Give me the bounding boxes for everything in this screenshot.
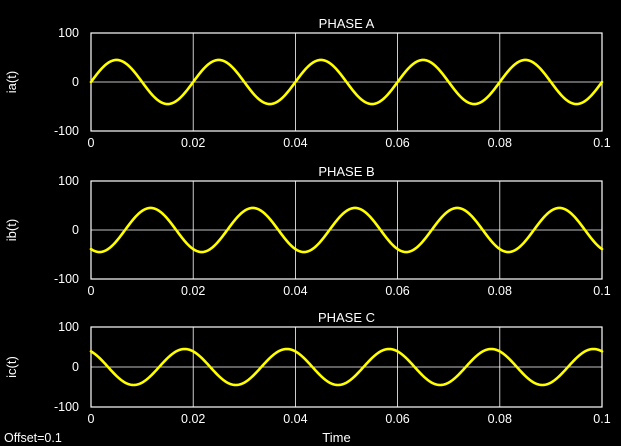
panel-title: PHASE A [319, 16, 375, 31]
panel-2: 0 0.02 0.04 0.06 0.08 0.1 -100 0 100 PHASE B ib(t) [4, 164, 611, 298]
panel-3: 0 0.02 0.04 0.06 0.08 0.1 -100 0 100 PHASE C ic(t)… [4, 310, 611, 445]
x-tick-label: 0.04 [283, 284, 307, 298]
y-tick-label: 100 [58, 174, 79, 188]
y-tick-label: -100 [54, 272, 79, 286]
y-axis-label: ic(t) [4, 356, 19, 378]
y-tick-label: 0 [72, 360, 79, 374]
x-tick-label: 0.08 [488, 412, 512, 426]
y-tick-label: -100 [54, 400, 79, 414]
x-tick-label: 0.08 [488, 136, 512, 150]
y-tick-label: 0 [72, 75, 79, 89]
x-tick-label: 0 [88, 284, 95, 298]
scope-panels: 0 0.02 0.04 0.06 0.08 0.1 -100 0 100 PHASE A ia(t)… [4, 16, 611, 445]
x-tick-label: 0.1 [593, 412, 610, 426]
x-tick-label: 0.06 [385, 412, 409, 426]
y-axis-label: ib(t) [4, 219, 19, 241]
x-tick-label: 0.02 [181, 412, 205, 426]
series-line [89, 347, 604, 387]
x-tick-label: 0.06 [385, 136, 409, 150]
x-tick-label: 0.02 [181, 136, 205, 150]
x-tick-label: 0.08 [488, 284, 512, 298]
x-tick-label: 0 [88, 136, 95, 150]
x-tick-label: 0.1 [593, 136, 610, 150]
panel-title: PHASE C [318, 310, 375, 325]
x-tick-label: 0.1 [593, 284, 610, 298]
series-line [89, 206, 604, 254]
x-tick-label: 0.04 [283, 136, 307, 150]
panel-title: PHASE B [318, 164, 374, 179]
y-tick-label: 100 [58, 26, 79, 40]
x-tick-label: 0.02 [181, 284, 205, 298]
y-tick-label: -100 [54, 124, 79, 138]
x-tick-label: 0.04 [283, 412, 307, 426]
y-tick-label: 100 [58, 320, 79, 334]
series-line [89, 58, 604, 106]
x-tick-label: 0 [88, 412, 95, 426]
panel-1: 0 0.02 0.04 0.06 0.08 0.1 -100 0 100 PHASE A ia(t) [4, 16, 611, 150]
y-tick-label: 0 [72, 223, 79, 237]
offset-label: Offset=0.1 [4, 431, 62, 445]
y-axis-label: ia(t) [4, 71, 19, 93]
x-axis-label: Time [322, 430, 350, 445]
x-tick-label: 0.06 [385, 284, 409, 298]
